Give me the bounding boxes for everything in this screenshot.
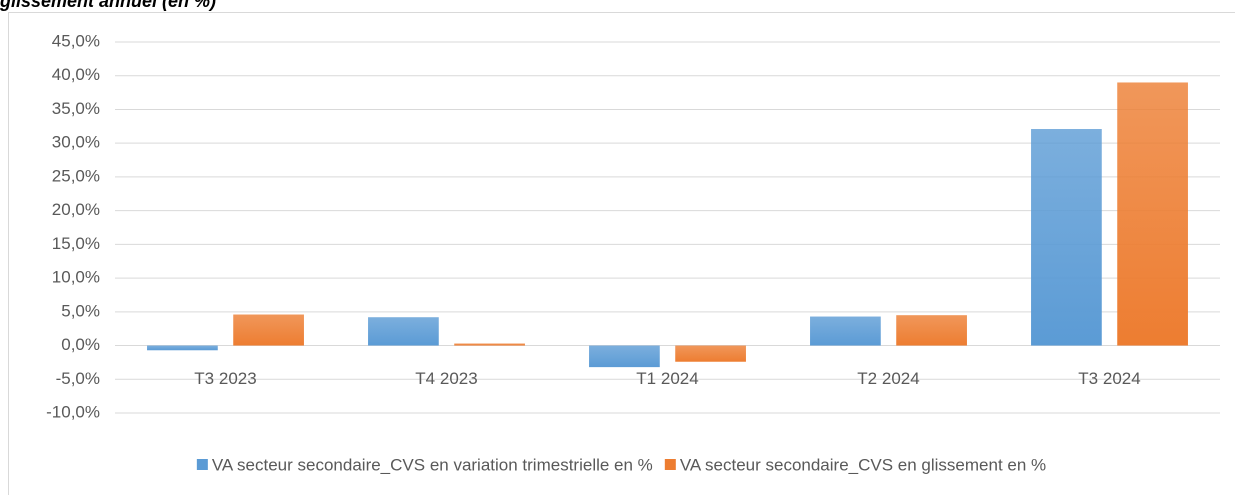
y-tick-label: -5,0% <box>56 369 100 388</box>
bar <box>1117 82 1188 346</box>
x-tick-label: T1 2024 <box>636 369 698 388</box>
y-tick-label: -10,0% <box>46 402 100 421</box>
y-tick-label: 30,0% <box>52 133 100 152</box>
bar <box>368 317 439 346</box>
y-tick-label: 10,0% <box>52 268 100 287</box>
bar <box>810 316 881 346</box>
x-tick-label: T2 2024 <box>857 369 919 388</box>
chart-title: glissement annuel (en %) <box>0 0 216 11</box>
legend-label: VA secteur secondaire_CVS en glissement … <box>680 455 1046 474</box>
legend-swatch <box>664 459 676 470</box>
y-tick-label: 45,0% <box>52 31 100 50</box>
y-tick-label: 15,0% <box>52 234 100 253</box>
legend-label: VA secteur secondaire_CVS en variation t… <box>212 455 653 474</box>
y-tick-label: 40,0% <box>52 65 100 84</box>
y-tick-label: 25,0% <box>52 166 100 185</box>
y-tick-label: 0,0% <box>61 335 100 354</box>
bar <box>454 343 525 346</box>
y-tick-label: 5,0% <box>61 301 100 320</box>
x-tick-label: T3 2024 <box>1078 369 1140 388</box>
bar <box>896 315 967 346</box>
bar <box>589 345 660 368</box>
legend-swatch <box>196 459 208 470</box>
bar <box>675 345 746 362</box>
y-tick-label: 20,0% <box>52 200 100 219</box>
x-tick-label: T3 2023 <box>194 369 256 388</box>
chart-frame <box>8 12 1235 495</box>
x-tick-label: T4 2023 <box>415 369 477 388</box>
bar <box>233 314 304 346</box>
bar <box>1031 129 1102 346</box>
y-tick-label: 35,0% <box>52 99 100 118</box>
bar <box>147 345 218 351</box>
